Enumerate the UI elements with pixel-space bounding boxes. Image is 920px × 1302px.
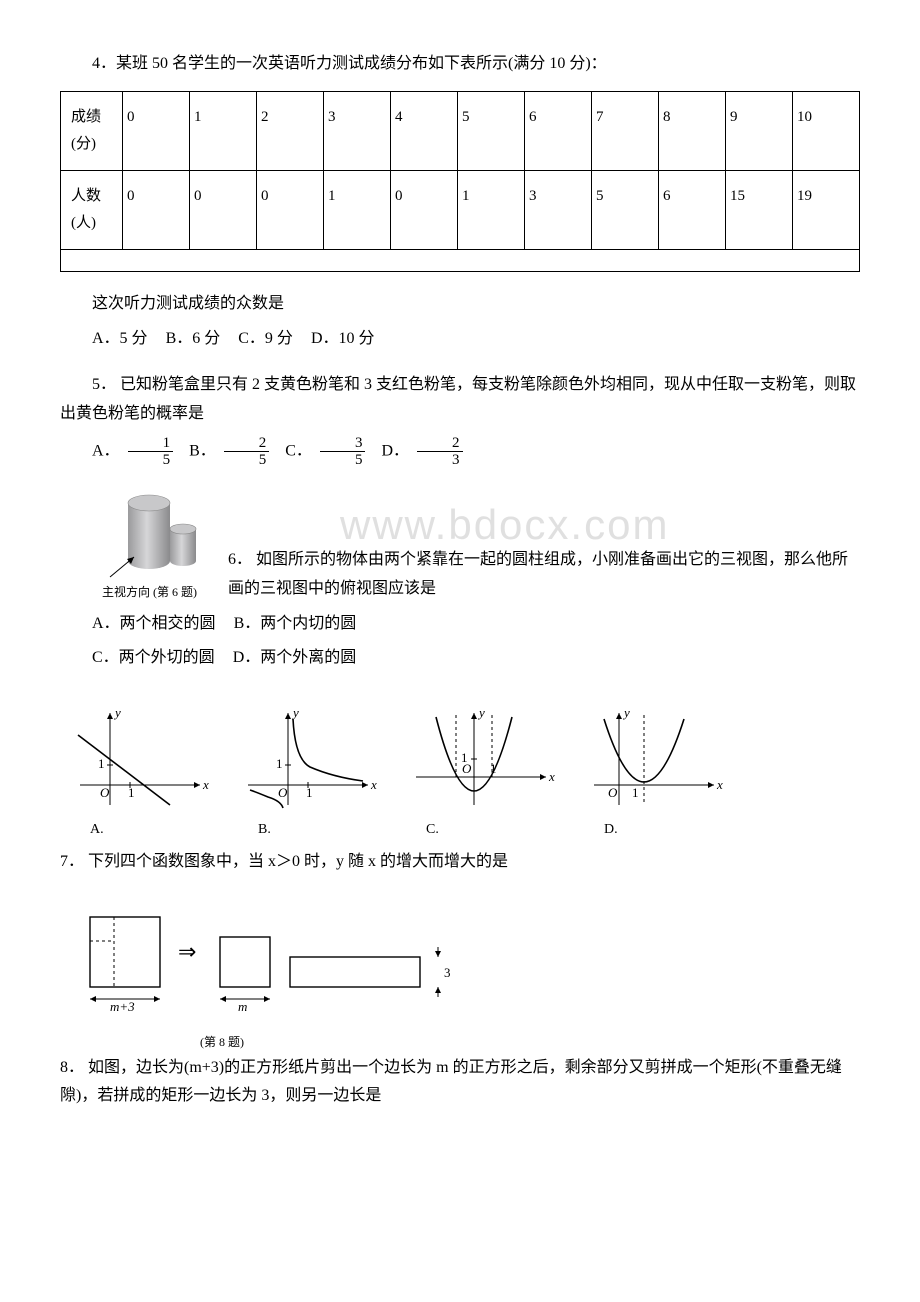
table-row: 人数(人) 0 0 0 1 0 1 3 5 6 15 19	[61, 170, 860, 249]
graph-c: x y O 1 1 C.	[396, 705, 556, 842]
opt-A-prefix: A．	[92, 443, 120, 460]
one-label-y: 1	[98, 756, 105, 771]
svg-text:⇒: ⇒	[178, 939, 196, 964]
cell: 5	[592, 170, 659, 249]
q8-text: 8． 如图，边长为(m+3)的正方形纸片剪出一个边长为 m 的正方形之后，剩余部…	[60, 1054, 860, 1112]
cell: 2	[257, 91, 324, 170]
frac-D: 2 3	[417, 435, 463, 469]
frac-C: 3 5	[320, 435, 366, 469]
cell: 1	[458, 170, 525, 249]
label-d: D.	[574, 817, 724, 842]
q5-text: 5． 已知粉笔盒里只有 2 支黄色粉笔和 3 支红色粉笔，每支粉笔除颜色外均相同…	[60, 371, 860, 429]
opt-A: A．两个相交的圆	[92, 615, 216, 632]
q4-table: 成绩(分) 0 1 2 3 4 5 6 7 8 9 10 人数(人) 0 0 0…	[60, 91, 860, 272]
svg-text:1: 1	[276, 756, 283, 771]
cell: 4	[391, 91, 458, 170]
question-8: m+3 ⇒ m 3 (第 8 题) 8． 如图，边长为(m+3)的正方形	[60, 895, 860, 1111]
frac-B: 2 5	[224, 435, 270, 469]
q5-options: A． 1 5 B． 2 5 C． 3 5 D． 2 3	[60, 435, 860, 469]
cell: 0	[257, 170, 324, 249]
cell: 1	[190, 91, 257, 170]
q8-caption: (第 8 题)	[60, 1032, 480, 1054]
row1-label: 成绩(分)	[61, 91, 123, 170]
opt-D: D．10 分	[311, 330, 375, 347]
graph-b: x y O 1 1 B.	[228, 705, 378, 842]
svg-text:y: y	[291, 705, 299, 720]
q4-text: 4．某班 50 名学生的一次英语听力测试成绩分布如下表所示(满分 10 分)：	[60, 50, 860, 79]
q8-figure: m+3 ⇒ m 3 (第 8 题)	[60, 895, 480, 1053]
svg-text:O: O	[608, 785, 618, 800]
q7-text: 7． 下列四个函数图象中，当 x＞0 时，y 随 x 的增大而增大的是	[60, 848, 860, 877]
cell: 9	[726, 91, 793, 170]
opt-C: C．9 分	[238, 330, 293, 347]
svg-text:O: O	[278, 785, 288, 800]
origin-label: O	[100, 785, 110, 800]
frac-A: 1 5	[128, 435, 174, 469]
table-row: 成绩(分) 0 1 2 3 4 5 6 7 8 9 10	[61, 91, 860, 170]
svg-text:1: 1	[306, 785, 313, 800]
question-4: 4．某班 50 名学生的一次英语听力测试成绩分布如下表所示(满分 10 分)： …	[60, 50, 860, 353]
cell: 3	[324, 91, 391, 170]
svg-text:y: y	[477, 705, 485, 720]
cylinders-icon	[92, 487, 222, 582]
opt-C: C．两个外切的圆	[92, 649, 215, 666]
q6-text: 6． 如图所示的物体由两个紧靠在一起的圆柱组成，小刚准备画出它的三视图，那么他所…	[228, 546, 860, 604]
q4-summary: 这次听力测试成绩的众数是	[60, 290, 860, 319]
question-5: 5． 已知粉笔盒里只有 2 支黄色粉笔和 3 支红色粉笔，每支粉笔除颜色外均相同…	[60, 371, 860, 469]
svg-text:m+3: m+3	[110, 999, 135, 1014]
cell: 0	[123, 91, 190, 170]
svg-text:x: x	[548, 769, 555, 784]
svg-text:3: 3	[444, 965, 451, 980]
q7-graphs: x y O 1 1 A. x y O	[60, 705, 724, 842]
opt-B: B．6 分	[166, 330, 221, 347]
question-6: www.bdocx.com	[60, 487, 860, 673]
opt-C-prefix: C．	[285, 443, 312, 460]
svg-text:x: x	[370, 777, 377, 792]
cell: 19	[793, 170, 860, 249]
q6-options-row2: C．两个外切的圆 D．两个外离的圆	[60, 644, 860, 673]
q6-caption: 主视方向 (第 6 题)	[70, 582, 222, 604]
question-7: x y O 1 1 A. x y O	[60, 691, 860, 877]
y-label: y	[113, 705, 121, 720]
q6-row: 主视方向 (第 6 题) 6． 如图所示的物体由两个紧靠在一起的圆柱组成，小刚准…	[60, 487, 860, 604]
opt-B-prefix: B．	[189, 443, 216, 460]
row2-label: 人数(人)	[61, 170, 123, 249]
q6-options-row1: A．两个相交的圆 B．两个内切的圆	[60, 610, 860, 639]
opt-D: D．两个外离的圆	[233, 649, 357, 666]
one-label: 1	[128, 785, 135, 800]
label-c: C.	[396, 817, 556, 842]
cell: 0	[391, 170, 458, 249]
opt-D-prefix: D．	[381, 443, 409, 460]
cell: 0	[190, 170, 257, 249]
cell: 6	[525, 91, 592, 170]
table-row-empty	[61, 249, 860, 271]
graph-d: x y O 1 D.	[574, 705, 724, 842]
graph-a: x y O 1 1 A.	[60, 705, 210, 842]
svg-text:1: 1	[632, 785, 639, 800]
label-a: A.	[60, 817, 210, 842]
cell: 3	[525, 170, 592, 249]
svg-text:m: m	[238, 999, 247, 1014]
cell: 10	[793, 91, 860, 170]
label-b: B.	[228, 817, 378, 842]
cell: 15	[726, 170, 793, 249]
opt-B: B．两个内切的圆	[234, 615, 357, 632]
cell: 6	[659, 170, 726, 249]
cylinders-figure: 主视方向 (第 6 题)	[60, 487, 222, 604]
opt-A: A．5 分	[92, 330, 148, 347]
svg-text:y: y	[622, 705, 630, 720]
cell: 5	[458, 91, 525, 170]
cell: 8	[659, 91, 726, 170]
q8-diagram-icon: m+3 ⇒ m 3	[60, 907, 480, 1017]
svg-text:x: x	[716, 777, 723, 792]
q4-options: A．5 分 B．6 分 C．9 分 D．10 分	[60, 325, 860, 354]
cell: 0	[123, 170, 190, 249]
x-label: x	[202, 777, 209, 792]
cell: 7	[592, 91, 659, 170]
cell: 1	[324, 170, 391, 249]
svg-text:1: 1	[461, 750, 468, 765]
